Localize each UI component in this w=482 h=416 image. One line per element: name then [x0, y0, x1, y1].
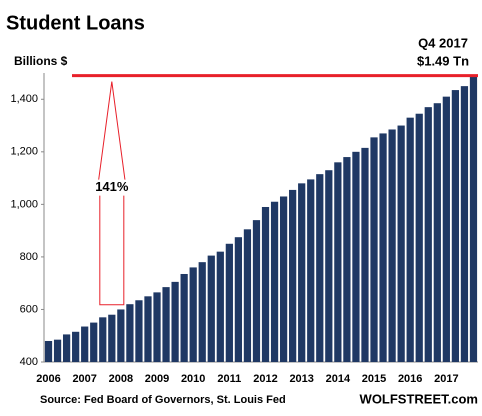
watermark: WOLFSTREET.com — [360, 391, 478, 406]
bar — [207, 255, 215, 362]
x-tick-label: 2010 — [181, 373, 205, 385]
bar — [469, 75, 478, 363]
bar — [289, 189, 297, 362]
bar — [388, 129, 396, 362]
y-tick-label: 1,200 — [10, 146, 38, 158]
x-tick-label: 2011 — [217, 373, 241, 385]
arrow-label: 141% — [95, 179, 129, 194]
reference-label: $1.49 Tn — [417, 53, 469, 68]
bar — [406, 117, 414, 362]
bar — [144, 296, 152, 362]
bar — [442, 96, 450, 363]
bar — [460, 86, 469, 363]
reference-label: Q4 2017 — [418, 35, 468, 50]
bar — [180, 273, 188, 362]
bar — [153, 292, 161, 362]
bar — [325, 170, 333, 362]
arrow-label-bg — [91, 179, 132, 196]
bar — [171, 281, 179, 362]
bar — [252, 220, 261, 362]
bar — [279, 196, 288, 362]
bar — [225, 243, 233, 362]
bar — [72, 331, 80, 362]
x-tick-label: 2006 — [36, 373, 60, 385]
bar — [415, 113, 423, 363]
bar — [99, 317, 107, 362]
bar — [261, 206, 270, 362]
bar — [433, 103, 441, 363]
bar — [352, 151, 360, 362]
bar — [343, 157, 351, 362]
y-tick-label: 800 — [20, 251, 38, 263]
bar — [424, 107, 432, 363]
bar — [44, 340, 53, 362]
y-tick-label: 1,000 — [10, 198, 38, 210]
bar — [397, 125, 405, 362]
x-tick-label: 2007 — [72, 373, 96, 385]
bar — [216, 251, 224, 362]
y-tick-label: 600 — [20, 303, 38, 315]
bar — [81, 326, 89, 362]
bar — [108, 314, 116, 362]
x-tick-label: 2009 — [145, 373, 169, 385]
y-tick-label: 400 — [20, 356, 38, 368]
x-tick-label: 2015 — [362, 373, 386, 385]
x-tick-label: 2016 — [398, 373, 422, 385]
bar — [189, 267, 197, 362]
bar — [370, 137, 378, 362]
x-tick-label: 2014 — [326, 373, 351, 385]
y-tick-label: 1,400 — [10, 93, 38, 105]
bar — [316, 174, 324, 362]
bar — [234, 237, 243, 362]
bar — [90, 322, 98, 362]
bar — [53, 339, 62, 362]
x-tick-label: 2013 — [289, 373, 313, 385]
bar — [307, 179, 315, 362]
bar — [135, 300, 143, 362]
bar — [298, 183, 306, 362]
bar — [117, 309, 125, 362]
bar — [126, 304, 134, 362]
x-tick-label: 2017 — [434, 373, 458, 385]
bar — [334, 162, 342, 362]
x-tick-label: 2008 — [109, 373, 133, 385]
bar — [243, 229, 252, 362]
x-tick-label: 2012 — [253, 373, 277, 385]
chart-title: Student Loans — [6, 12, 145, 34]
bar — [270, 201, 279, 362]
bar — [198, 262, 206, 362]
bar — [379, 133, 387, 362]
bar — [162, 287, 170, 362]
bar — [62, 334, 71, 362]
bar — [451, 90, 460, 362]
bar — [361, 147, 369, 362]
source: Source: Fed Board of Governors, St. Loui… — [40, 394, 286, 406]
y-axis-label: Billions $ — [14, 54, 68, 68]
